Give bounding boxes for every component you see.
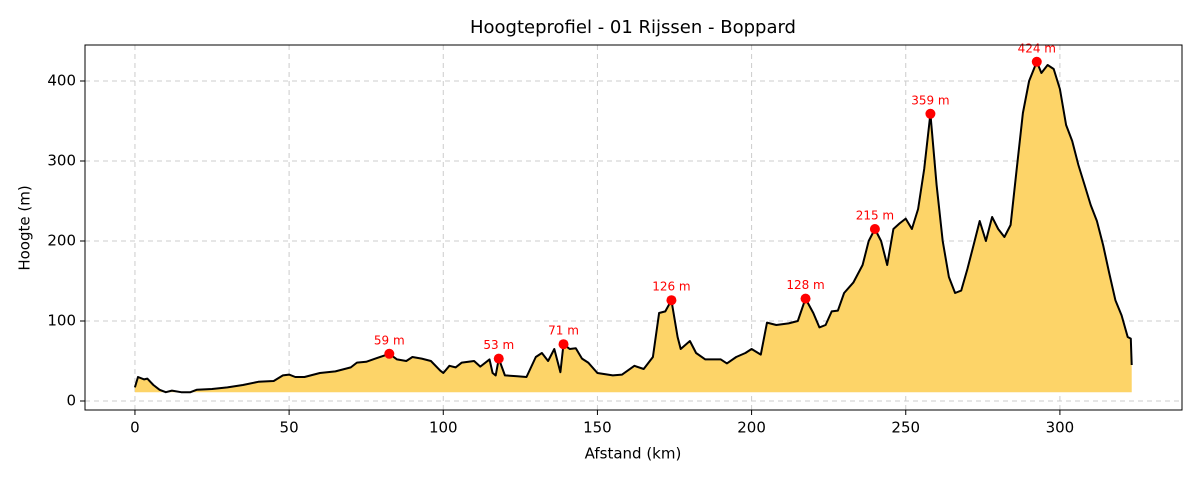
x-tick-label: 50 (280, 419, 299, 437)
profile-line (133, 60, 1133, 394)
peak-label: 424 m (1018, 41, 1056, 55)
x-tick-label: 0 (130, 419, 140, 437)
chart-title: Hoogteprofiel - 01 Rijssen - Boppard (470, 17, 796, 38)
y-axis-label: Hoogte (m) (16, 185, 34, 270)
plot-frame (84, 44, 1183, 411)
peak-label: 126 m (652, 280, 690, 294)
x-tick-label: 150 (583, 419, 612, 437)
y-tick-label: 300 (47, 152, 76, 170)
peak-label: 53 m (483, 338, 514, 352)
peak-marker (869, 224, 880, 234)
y-tick-label: 200 (47, 232, 76, 250)
x-tick-label: 250 (891, 419, 920, 437)
peak-marker (384, 348, 395, 359)
peak-marker (493, 353, 504, 364)
peak-label: 359 m (911, 93, 949, 107)
profile-area (134, 61, 1132, 393)
peak-marker (666, 295, 677, 306)
y-tick-label: 400 (47, 72, 76, 90)
peak-marker (925, 108, 936, 119)
peak-label: 128 m (786, 278, 824, 292)
peak-marker (1031, 56, 1042, 67)
peak-label: 59 m (374, 333, 405, 347)
x-tick-label: 100 (429, 419, 458, 437)
y-tick-label: 100 (47, 312, 76, 330)
peak-label: 215 m (856, 209, 894, 223)
x-tick-label: 300 (1046, 419, 1075, 437)
y-tick-label: 0 (66, 392, 76, 410)
x-tick-label: 200 (737, 419, 766, 437)
x-axis-label: Afstand (km) (585, 445, 682, 463)
peak-label: 71 m (548, 324, 579, 338)
peak-marker (800, 293, 811, 304)
peak-marker (558, 339, 569, 350)
